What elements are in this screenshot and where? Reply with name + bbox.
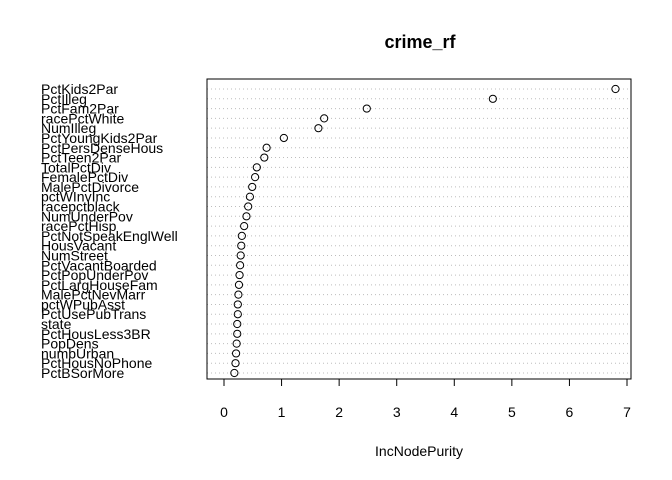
data-point bbox=[240, 222, 249, 231]
variable-labels: PctKids2ParPctIllegPctFam2ParracePctWhit… bbox=[41, 81, 178, 381]
data-points bbox=[230, 84, 620, 378]
variable-label: pctWInvInc bbox=[41, 189, 110, 205]
x-tick-label: 6 bbox=[566, 404, 574, 420]
variable-label: PctVacantBoarded bbox=[41, 257, 157, 273]
data-point bbox=[237, 231, 246, 240]
data-point bbox=[245, 192, 255, 201]
data-point bbox=[237, 241, 246, 250]
data-point bbox=[279, 133, 288, 143]
variable-label: HousVacant bbox=[41, 238, 116, 254]
x-tick-label: 3 bbox=[393, 404, 401, 420]
data-point bbox=[235, 270, 244, 280]
x-tick-label: 7 bbox=[623, 404, 631, 420]
variable-label: PctPopUnderPov bbox=[41, 267, 148, 283]
variable-label: FemalePctDiv bbox=[41, 169, 128, 185]
x-tick-label: 1 bbox=[278, 404, 286, 420]
data-point bbox=[231, 349, 241, 358]
variable-label: PctNotSpeakEnglWell bbox=[41, 228, 178, 244]
variable-label: pctWPubAsst bbox=[41, 296, 125, 312]
x-axis-label: IncNodePurity bbox=[375, 443, 463, 459]
variable-label: racepctblack bbox=[41, 199, 121, 215]
x-axis: 0 1 2 3 4 5 6 7 bbox=[220, 378, 631, 420]
data-point bbox=[250, 173, 260, 182]
x-tick-label: 4 bbox=[450, 404, 458, 420]
data-point bbox=[252, 163, 261, 172]
x-tick-label: 0 bbox=[220, 404, 228, 420]
data-point bbox=[488, 94, 497, 103]
variable-label: NumIlleg bbox=[41, 120, 96, 136]
variable-label: NumStreet bbox=[41, 247, 108, 263]
data-point bbox=[233, 319, 242, 329]
variable-label: racePctHisp bbox=[41, 218, 117, 234]
variable-label: PctHousNoPhone bbox=[41, 355, 153, 371]
x-tick-label: 2 bbox=[335, 404, 343, 420]
variable-label: PopDens bbox=[41, 336, 99, 352]
data-point bbox=[260, 153, 269, 162]
data-point bbox=[362, 104, 371, 113]
data-point bbox=[234, 290, 243, 299]
variable-label: MalePctNevMarr bbox=[41, 287, 146, 303]
data-point bbox=[236, 261, 245, 270]
variable-label: PctHousLess3BR bbox=[41, 326, 151, 342]
data-point bbox=[231, 359, 240, 368]
x-tick-label: 5 bbox=[508, 404, 516, 420]
data-point bbox=[233, 329, 242, 338]
variable-label: PctIlleg bbox=[41, 91, 87, 107]
variable-label: numbUrban bbox=[41, 345, 114, 361]
grid-lines bbox=[207, 88, 631, 374]
data-point bbox=[611, 84, 620, 94]
variable-label: racePctWhite bbox=[41, 110, 124, 126]
data-point bbox=[233, 300, 242, 309]
chart-title: crime_rf bbox=[384, 32, 456, 52]
data-point bbox=[234, 280, 244, 289]
data-point bbox=[248, 182, 257, 192]
variable-label: PctUsePubTrans bbox=[41, 306, 146, 322]
data-point bbox=[244, 202, 253, 211]
data-point bbox=[320, 114, 329, 123]
variable-label: state bbox=[41, 316, 72, 332]
variable-label: TotalPctDiv bbox=[41, 159, 111, 175]
variable-label: PctPersDenseHous bbox=[41, 140, 163, 156]
data-point bbox=[314, 124, 323, 133]
variable-label: PctKids2Par bbox=[41, 81, 118, 97]
data-point bbox=[233, 310, 242, 319]
variable-label: MalePctDivorce bbox=[41, 179, 139, 195]
data-point bbox=[242, 212, 251, 221]
data-point bbox=[232, 339, 241, 348]
variable-label: PctYoungKids2Par bbox=[41, 130, 158, 146]
variable-label: PctFam2Par bbox=[41, 101, 119, 117]
variable-label: PctLargHouseFam bbox=[41, 277, 158, 293]
data-point bbox=[262, 143, 271, 152]
variable-label: NumUnderPov bbox=[41, 208, 133, 224]
variable-label: PctBSorMore bbox=[41, 365, 124, 381]
variable-label: PctTeen2Par bbox=[41, 150, 121, 166]
data-point bbox=[230, 368, 239, 378]
data-point bbox=[236, 251, 245, 260]
